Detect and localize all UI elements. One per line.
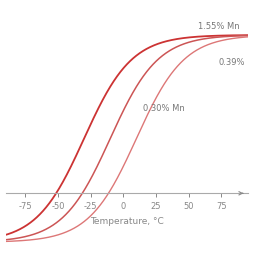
Text: 0.39%: 0.39% [219, 58, 245, 67]
Text: 1.55% Mn: 1.55% Mn [198, 22, 239, 31]
Text: 0.30% Mn: 0.30% Mn [143, 104, 185, 113]
X-axis label: Temperature, °C: Temperature, °C [90, 217, 163, 226]
